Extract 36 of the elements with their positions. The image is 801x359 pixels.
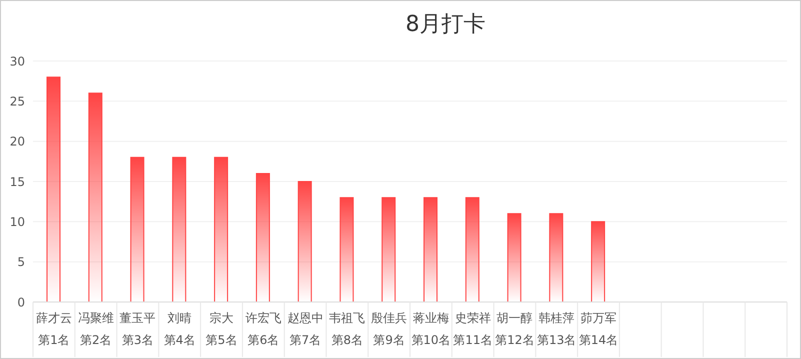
x-tick-label: 赵恩中第7名 xyxy=(287,311,324,347)
bar xyxy=(340,197,354,302)
bar xyxy=(298,181,312,302)
bar xyxy=(549,213,564,302)
bar xyxy=(507,213,522,302)
x-tick-label: 韩桂萍第13名 xyxy=(536,311,576,347)
y-tick-label: 15 xyxy=(10,174,25,189)
bar xyxy=(256,172,270,302)
x-tick-label: 史荣祥第11名 xyxy=(453,311,492,347)
x-tick-label: 蒋业梅第10名 xyxy=(411,311,451,347)
bar xyxy=(214,156,228,302)
x-tick-label: 刘晴第4名 xyxy=(164,311,196,347)
x-tick-label: 冯聚维第2名 xyxy=(78,311,114,347)
x-tick-label: 董玉平第3名 xyxy=(120,311,156,347)
chart-title: 8月打卡 xyxy=(404,11,486,39)
bar xyxy=(591,221,606,302)
bar xyxy=(130,156,144,302)
bar xyxy=(382,197,396,302)
y-tick-label: 30 xyxy=(10,54,25,68)
x-tick-label: 茆万军第14名 xyxy=(578,311,618,347)
bar xyxy=(88,92,102,302)
x-tick-label: 韦祖飞第8名 xyxy=(329,311,366,347)
bar xyxy=(46,76,60,302)
y-tick-label: 20 xyxy=(10,134,25,149)
bar xyxy=(424,197,438,302)
y-tick-label: 0 xyxy=(17,295,25,310)
x-tick-label: 薛才云第1名 xyxy=(36,311,72,347)
bar xyxy=(465,197,480,302)
y-tick-label: 5 xyxy=(17,255,25,270)
y-tick-label: 25 xyxy=(10,94,25,108)
bar xyxy=(172,156,186,302)
x-tick-label: 许宏飞第6名 xyxy=(245,311,282,347)
y-tick-label: 10 xyxy=(10,214,25,229)
x-tick-label: 宗大第5名 xyxy=(206,311,238,347)
x-tick-label: 殷佳兵第9名 xyxy=(371,311,408,347)
x-tick-label: 胡一醇第12名 xyxy=(495,311,534,347)
